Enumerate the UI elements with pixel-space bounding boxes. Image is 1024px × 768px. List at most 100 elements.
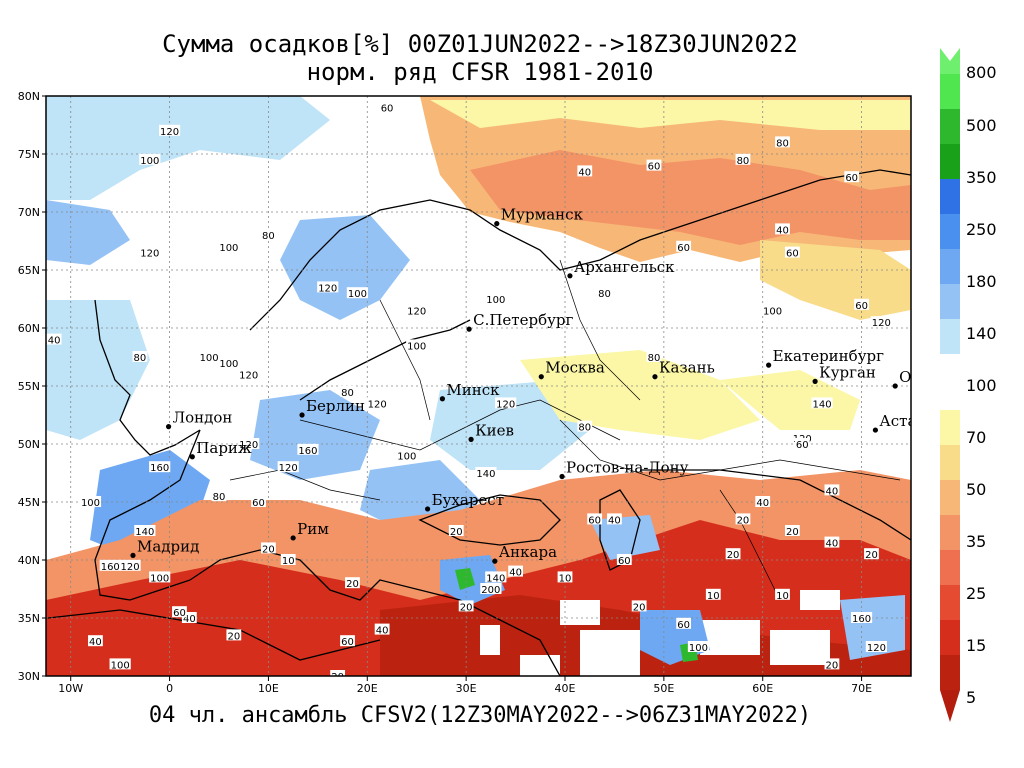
contour-label: 120 xyxy=(120,562,139,573)
contour-label-bg xyxy=(485,571,507,583)
map-fill: 6012010040608080608012010040606010012010… xyxy=(46,96,935,676)
contour-label-bg xyxy=(158,124,181,136)
contour-label-bg xyxy=(755,496,771,507)
contour-label: 10 xyxy=(776,591,789,602)
colorbar-swatch-dry xyxy=(940,655,960,690)
contour-label: 200 xyxy=(481,585,500,596)
contour-label: 80 xyxy=(578,423,591,434)
contour-label-bg xyxy=(844,171,860,183)
contour-label: 60 xyxy=(796,440,809,451)
city-dot xyxy=(290,535,296,541)
lon-tick-label: 10E xyxy=(258,682,279,695)
chart-title-line1: Сумма осадков[%] 00Z01JUN2022-->18Z30JUN… xyxy=(162,30,798,58)
city-label: Мурманск xyxy=(501,206,584,224)
contour-label-bg xyxy=(607,513,622,525)
contour-label-bg xyxy=(261,229,276,241)
contour-label: 100 xyxy=(486,295,505,306)
contour-label-bg xyxy=(631,600,647,612)
contour-label: 60 xyxy=(173,608,186,619)
colorbar-level-label: 500 xyxy=(966,116,997,135)
contour-label: 160 xyxy=(298,446,317,457)
contour-label: 60 xyxy=(618,556,631,567)
colorbar-swatch-wet xyxy=(940,109,960,144)
city-label: Киев xyxy=(475,421,514,439)
city-dot xyxy=(466,326,472,332)
contour-label: 80 xyxy=(598,289,611,300)
contour-label-bg xyxy=(251,496,266,507)
contour-label-bg xyxy=(791,432,813,444)
contour-label-bg xyxy=(865,641,887,652)
city-label: Бухарест xyxy=(432,491,504,509)
colorbar-swatch-wet xyxy=(940,284,960,319)
contour-label-bg xyxy=(448,525,464,536)
contour-label-bg xyxy=(577,420,593,432)
contour-label-bg xyxy=(172,606,187,618)
city-label: Москва xyxy=(545,359,605,377)
wet-region-atlantic-west xyxy=(46,200,130,265)
city-label: Анкара xyxy=(499,543,557,561)
colorbar-swatch-dry xyxy=(940,515,960,550)
contour-label: 10 xyxy=(282,556,295,567)
contour-label: 20 xyxy=(227,631,240,642)
lat-tick-label: 80N xyxy=(18,90,40,103)
colorbar-swatch-dry xyxy=(940,410,960,445)
contour-label: 140 xyxy=(135,527,154,538)
contour-label: 100 xyxy=(348,289,367,300)
contour-label-bg xyxy=(88,635,103,647)
contour-label-bg xyxy=(850,612,873,623)
contour-label: 120 xyxy=(239,440,258,451)
contour-label: 160 xyxy=(150,463,169,474)
contour-label: 120 xyxy=(496,399,515,410)
contour-label-bg xyxy=(587,513,603,525)
contour-label-bg xyxy=(149,461,171,473)
contour-label-bg xyxy=(646,159,662,171)
contour-label: 100 xyxy=(140,156,159,167)
contour-label: 100 xyxy=(763,307,782,318)
contour-label-bg xyxy=(149,571,171,583)
contour-label-bg xyxy=(238,438,260,449)
city-label: Архангельск xyxy=(574,258,675,276)
contour-label: 20 xyxy=(346,579,359,590)
contour-label-bg xyxy=(406,339,428,351)
lat-tick-label: 75N xyxy=(18,148,40,161)
contour-label: 40 xyxy=(89,637,102,648)
contour-label-bg xyxy=(181,612,197,623)
contour-label-bg xyxy=(475,467,497,478)
contour-label-bg xyxy=(557,571,573,583)
wet-region-atlantic-sw xyxy=(46,300,150,440)
city-dot xyxy=(424,506,431,512)
contour-label-bg xyxy=(198,351,220,362)
contour-label: 40 xyxy=(826,539,839,550)
contour-label: 100 xyxy=(219,359,238,370)
coastlines xyxy=(46,169,911,676)
city-dot xyxy=(892,383,898,389)
lon-tick-label: 0 xyxy=(166,682,173,695)
latitude-axis: 80N 75N 70N 65N 60N 55N 50N 45N 40N 35N 30N xyxy=(18,90,46,683)
contour-label-bg xyxy=(406,304,428,316)
city-label: Астана xyxy=(879,412,935,430)
city-label: Мадрид xyxy=(137,537,199,555)
contour-label-bg xyxy=(784,525,800,536)
contour-label: 160 xyxy=(101,562,120,573)
contour-label: 40 xyxy=(608,515,621,526)
contour-label-bg xyxy=(824,536,840,548)
lat-tick-label: 60N xyxy=(18,322,40,335)
city-dot xyxy=(872,427,879,433)
contour-label: 60 xyxy=(677,620,690,631)
contour-label: 100 xyxy=(200,353,219,364)
contour-label-bg xyxy=(345,577,360,589)
colorbar-swatch-wet xyxy=(940,74,960,109)
contour-label-bg xyxy=(99,559,121,571)
yellow-belt-north xyxy=(430,100,911,130)
lon-tick-label: 10W xyxy=(58,682,83,695)
contour-label: 100 xyxy=(111,660,130,671)
contour-label-bg xyxy=(794,438,810,449)
contour-label: 40 xyxy=(183,614,196,625)
contour-label-bg xyxy=(784,246,800,258)
city-label: Берлин xyxy=(306,397,365,415)
contour-label-bg xyxy=(340,385,355,397)
dry-region-ural xyxy=(720,370,860,430)
city-label: Лондон xyxy=(173,409,233,427)
dry-region-siberia xyxy=(760,240,911,320)
